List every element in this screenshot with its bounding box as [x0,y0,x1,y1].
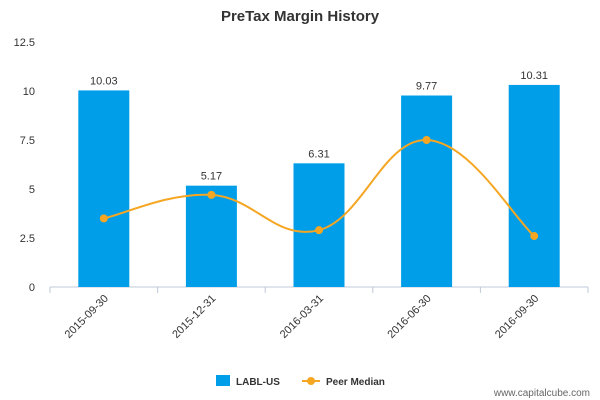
peer-median-series [99,136,539,241]
x-tick-label: 2015-09-30 [63,293,111,341]
bar [401,95,453,288]
chart-title: PreTax Margin History [221,8,380,25]
x-tick-label: 2016-06-30 [385,293,433,341]
bar [78,90,130,287]
y-axis: 0 2.5 5 7.5 10 12.5 [14,37,35,294]
y-tick-label: 0 [29,282,35,294]
peer-median-line [103,138,535,237]
x-tick-label: 2016-09-30 [493,293,541,341]
y-tick-label: 12.5 [14,37,35,49]
legend: LABL-US Peer Median [216,375,385,388]
data-labels: 10.03 5.17 6.31 9.77 10.31 [90,70,548,183]
legend-label-labl-us: LABL-US [236,377,280,388]
y-tick-label: 10 [23,86,35,98]
legend-marker-peer-median [307,377,315,385]
bar [508,84,560,287]
data-label: 6.31 [308,148,329,160]
x-tick-label: 2016-03-31 [278,293,326,341]
data-label: 9.77 [416,81,437,93]
bar [185,185,237,287]
legend-label-peer-median: Peer Median [326,377,385,388]
y-tick-label: 7.5 [20,135,35,147]
peer-median-point [530,232,539,241]
peer-median-point [207,190,216,199]
y-tick-label: 5 [29,184,35,196]
bar [293,163,345,287]
peer-median-point [315,226,323,235]
data-label: 5.17 [201,171,222,183]
bar-series [78,84,560,288]
y-tick-label: 2.5 [20,233,35,245]
watermark: www.capitalcube.com [493,388,590,399]
peer-median-point [99,214,108,223]
data-label: 10.03 [90,75,118,87]
x-axis: 2015-09-30 2015-12-31 2016-03-31 2016-06-30… [49,287,589,341]
data-label: 10.31 [520,70,548,82]
x-tick-label: 2015-12-31 [170,293,218,341]
peer-median-point [422,136,431,144]
legend-swatch-labl-us [216,375,230,386]
